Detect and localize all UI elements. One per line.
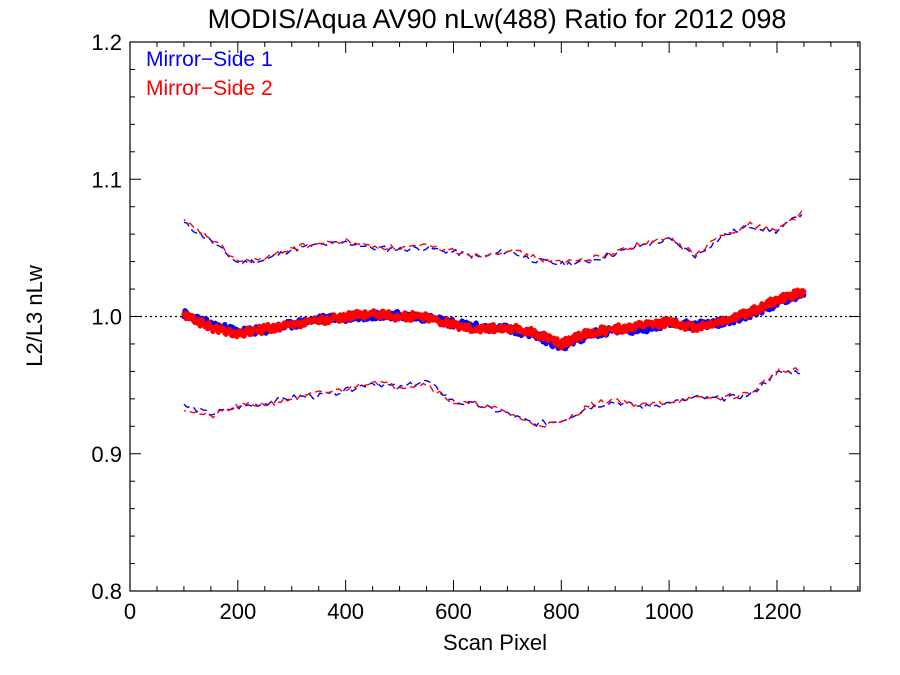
x-tick-label: 400	[327, 599, 364, 624]
y-axis-label: L2/L3 nLw	[22, 265, 47, 367]
axis-ticks: 0 200 400 600 800 1000 1200 0.8 0.9 1.0 1.1 1.2	[91, 30, 860, 624]
y-tick-label: 0.8	[91, 579, 122, 604]
y-tick-label: 1.0	[91, 305, 122, 330]
mirror-side-2-lower-bound-line	[183, 366, 802, 428]
x-tick-label: 1000	[645, 599, 694, 624]
mirror-side-1-mean-line	[181, 288, 807, 352]
x-tick-label: 600	[435, 599, 472, 624]
legend-entry-mirror-side-2: Mirror−Side 2	[146, 77, 273, 100]
y-tick-label: 1.1	[91, 167, 122, 192]
x-tick-label: 1200	[752, 599, 801, 624]
x-tick-label: 0	[124, 599, 136, 624]
mirror-side-1-upper-bound-line	[183, 213, 803, 268]
y-tick-label: 0.9	[91, 442, 122, 467]
legend: Mirror−Side 1 Mirror−Side 2	[146, 48, 273, 100]
mirror-side-2-upper-bound-line	[183, 210, 803, 264]
x-axis-label: Scan Pixel	[443, 630, 547, 655]
mirror-side-2-mean-line	[181, 287, 807, 351]
x-tick-label: 200	[219, 599, 256, 624]
chart-title: MODIS/Aqua AV90 nLw(488) Ratio for 2012 …	[208, 4, 787, 34]
y-tick-label: 1.2	[91, 30, 122, 55]
plot-area	[130, 210, 860, 428]
x-tick-label: 800	[543, 599, 580, 624]
legend-entry-mirror-side-1: Mirror−Side 1	[146, 48, 273, 71]
